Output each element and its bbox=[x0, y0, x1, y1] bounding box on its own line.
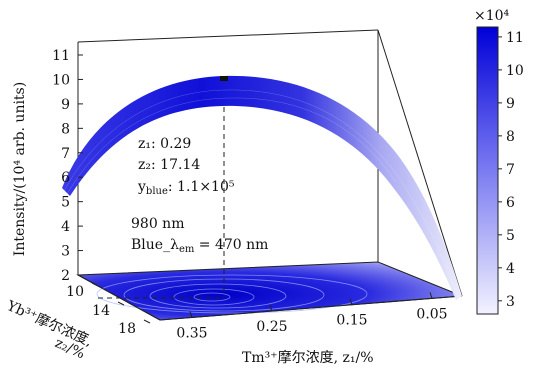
surface-mesh bbox=[63, 89, 459, 299]
colorbar-ticks: 3 4 5 6 7 8 9 10 11 bbox=[498, 30, 524, 310]
surface bbox=[62, 75, 462, 300]
emission-sub: em bbox=[179, 244, 195, 255]
box-frame bbox=[77, 29, 463, 297]
y-tick-label: 10 bbox=[66, 284, 84, 300]
y-tick-label: 18 bbox=[118, 321, 136, 337]
annotation-excitation: 980 nm bbox=[131, 216, 184, 232]
colorbar-tick-label: 10 bbox=[506, 63, 524, 79]
z-axis-title: Intensity/(10⁴ arb. units) bbox=[12, 82, 28, 256]
y-tick-mark bbox=[143, 319, 151, 324]
colorbar-tick-label: 3 bbox=[506, 294, 515, 310]
peak-marker bbox=[220, 76, 228, 81]
annotation-emission: Blue_λem = 470 nm bbox=[131, 237, 268, 255]
z-tick-label: 6 bbox=[61, 170, 70, 186]
x-axis-ticks: 0.35 0.25 0.15 0.05 bbox=[176, 292, 448, 341]
x-tick-label: 0.15 bbox=[336, 313, 367, 329]
colorbar-tick-label: 7 bbox=[506, 162, 515, 178]
colorbar-tick-label: 11 bbox=[506, 30, 524, 46]
z-tick-label: 10 bbox=[52, 72, 70, 88]
annotation-z1: z₁: 0.29 bbox=[138, 136, 191, 152]
x-tick-label: 0.35 bbox=[176, 325, 207, 341]
x-tick-label: 0.25 bbox=[256, 319, 287, 335]
x-tick-mark bbox=[269, 304, 273, 312]
mesh-line-2 bbox=[66, 97, 397, 195]
z-tick-label: 3 bbox=[61, 244, 70, 260]
annotation-yblue: yblue: 1.1×10⁵ bbox=[137, 179, 235, 197]
x-tick-mark bbox=[189, 311, 193, 318]
edge-front bbox=[159, 295, 463, 321]
colorbar-tick-label: 8 bbox=[506, 129, 515, 145]
emission-value: = 470 nm bbox=[194, 237, 268, 253]
x-tick-label: 0.05 bbox=[416, 306, 447, 322]
z-tick-label: 4 bbox=[61, 219, 70, 235]
projection-lines bbox=[98, 80, 225, 299]
z-tick-label: 9 bbox=[61, 97, 70, 113]
colorbar-tick-label: 5 bbox=[506, 228, 515, 244]
colorbar-tick-label: 6 bbox=[506, 195, 515, 211]
mesh-line-1 bbox=[63, 89, 459, 299]
y-tick-mark bbox=[117, 301, 125, 306]
frame-right-back bbox=[377, 29, 463, 297]
y-tick-mark bbox=[91, 282, 99, 287]
colorbar-tick-label: 9 bbox=[506, 96, 515, 112]
y-axis-ticks: 10 14 18 bbox=[66, 282, 151, 337]
yblue-value: : 1.1×10⁵ bbox=[168, 179, 235, 195]
emission-label: Blue_λ bbox=[131, 237, 179, 253]
x-tick-mark bbox=[429, 292, 433, 299]
y-tick-label: 14 bbox=[92, 303, 110, 319]
colorbar-multiplier: ×10⁴ bbox=[474, 8, 510, 24]
z-tick-label: 8 bbox=[61, 121, 70, 137]
x-axis-title: Tm³⁺摩尔浓度, z₁/% bbox=[242, 349, 374, 366]
x-tick-mark bbox=[349, 298, 353, 305]
z-tick-label: 7 bbox=[61, 146, 70, 162]
contour-2 bbox=[173, 288, 255, 306]
contour-5 bbox=[96, 274, 368, 314]
contour-3 bbox=[149, 283, 287, 309]
z-axis-ticks: 2 3 4 5 6 7 8 9 10 11 bbox=[52, 48, 83, 284]
frame-top-back bbox=[77, 29, 379, 43]
yblue-y: y bbox=[137, 179, 146, 195]
z-tick-label: 2 bbox=[61, 268, 70, 284]
yblue-sub: blue bbox=[146, 186, 168, 197]
colorbar-tick-label: 4 bbox=[506, 261, 515, 277]
contour-1 bbox=[193, 292, 231, 302]
annotation-z2: z₂: 17.14 bbox=[138, 157, 200, 173]
z-tick-label: 11 bbox=[52, 48, 70, 64]
y-axis-title-line1: Yb³⁺摩尔浓度, bbox=[3, 297, 95, 350]
z-tick-label: 5 bbox=[61, 195, 70, 211]
colorbar bbox=[476, 26, 499, 315]
